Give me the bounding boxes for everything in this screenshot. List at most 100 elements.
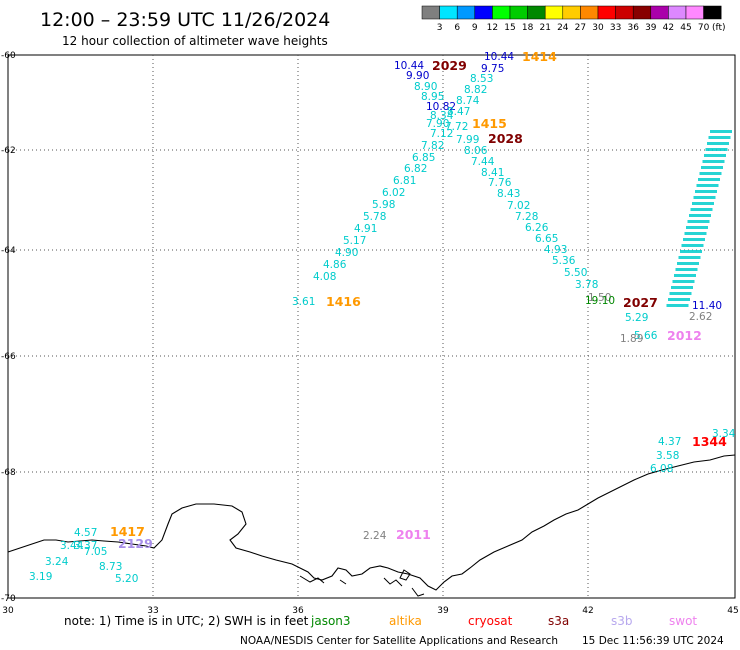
wave-track-dense-mark — [689, 214, 711, 217]
x-tick-label: 42 — [582, 606, 593, 616]
colorbar-swatch — [632, 5, 652, 20]
wave-height-value: 2.62 — [689, 311, 712, 323]
wave-height-value: 6.02 — [382, 187, 405, 199]
wave-height-value: 4.08 — [313, 271, 336, 283]
orbit-label: 2029 — [432, 58, 467, 73]
wave-height-value: 2.24 — [363, 530, 387, 542]
satellite-legend-item: s3b — [611, 614, 633, 628]
wave-height-labels: 10.449.908.908.9510.828.347.907.127.826.… — [29, 51, 736, 585]
colorbar-swatch — [685, 5, 704, 20]
credit-line: NOAA/NESDIS Center for Satellite Applica… — [240, 635, 558, 647]
colorbar-label: 21 — [539, 23, 550, 33]
wave-height-value: 4.93 — [544, 244, 567, 256]
y-tick-label: -64 — [1, 246, 16, 256]
wave-track-dense-mark — [708, 136, 731, 139]
footer-note: note: 1) Time is in UTC; 2) SWH is in fe… — [64, 614, 309, 628]
colorbar-legend: 3 6 9 12 15 18 21 24 27 30 33 36 39 42 45 70 — [421, 5, 722, 33]
wave-height-value: 8.90 — [414, 81, 437, 93]
wave-height-value: 7.44 — [471, 156, 495, 168]
colorbar-swatch — [562, 5, 581, 20]
wave-track-dense-mark — [678, 256, 701, 259]
wave-height-value: 9.90 — [406, 70, 429, 82]
wave-track-dense-mark — [690, 208, 713, 211]
wave-height-value: 7.28 — [515, 211, 538, 223]
wave-height-value: 5.78 — [363, 211, 386, 223]
x-tick-label: 33 — [147, 606, 158, 616]
y-tick-label: -70 — [1, 594, 16, 604]
x-tick-label: 45 — [727, 606, 738, 616]
wave-track-dense-mark — [696, 184, 719, 187]
wave-height-value: 7.82 — [421, 140, 444, 152]
wave-height-value: 5.36 — [552, 255, 576, 267]
y-tick-label: -68 — [1, 468, 16, 478]
wave-height-value: 4.91 — [354, 223, 377, 235]
colorbar-swatch — [650, 5, 669, 20]
orbit-label: 2012 — [667, 328, 702, 343]
wave-track-dense-mark — [692, 202, 714, 205]
wave-track-dense-mark — [677, 262, 699, 265]
colorbar-label: 39 — [645, 23, 657, 33]
wave-height-value: 8.74 — [456, 95, 480, 107]
orbit-label: 1414 — [522, 49, 557, 64]
wave-track-dense-mark — [668, 298, 690, 301]
wave-height-value: 8.47 — [447, 106, 470, 118]
wave-height-value: 8.53 — [470, 73, 493, 85]
wave-height-value: 7.05 — [84, 546, 107, 558]
colorbar-label: 42 — [663, 23, 674, 33]
wave-track-dense-mark — [684, 232, 707, 235]
orbit-label: 2129 — [118, 536, 153, 551]
colorbar-label: 30 — [592, 23, 604, 33]
wave-height-value: 6.65 — [535, 233, 558, 245]
wave-height-value: 11.40 — [692, 300, 722, 312]
wave-height-value: 7.90 — [426, 118, 449, 130]
wave-height-value: 5.50 — [564, 267, 587, 279]
y-tick-label: -62 — [1, 146, 16, 156]
wave-height-value: 10.44 — [394, 60, 424, 72]
wave-track-dense-mark — [701, 166, 723, 169]
wave-height-value: 6.81 — [393, 175, 416, 187]
map-subtitle: 12 hour collection of altimeter wave hei… — [62, 34, 328, 48]
wave-track-dense-mark — [674, 274, 696, 277]
colorbar-label: 45 — [680, 23, 691, 33]
wave-height-value: 7.76 — [488, 177, 512, 189]
colorbar-swatch — [456, 5, 476, 20]
x-tick-label: 30 — [2, 606, 14, 616]
colorbar-swatch — [615, 5, 634, 20]
satellite-legend-item: cryosat — [468, 614, 513, 628]
wave-height-value: 3.37 — [74, 540, 97, 552]
colorbar-swatch — [580, 5, 599, 20]
wave-height-value: 3.58 — [656, 450, 679, 462]
colorbar-swatch — [474, 5, 493, 20]
colorbar-label: 18 — [522, 23, 534, 33]
orbit-label: 1416 — [326, 294, 361, 309]
wave-height-value: 5.98 — [372, 199, 395, 211]
colorbar-unit: (ft) — [712, 23, 726, 33]
wave-height-value: 6.85 — [412, 152, 435, 164]
wave-height-value: 7.12 — [430, 128, 453, 140]
wave-height-value: 3.34 — [712, 428, 736, 440]
wave-height-value: 3.24 — [45, 556, 69, 568]
wave-height-value: 6.82 — [404, 163, 427, 175]
y-tick-label: -60 — [1, 51, 16, 61]
wave-height-value: 1.89 — [620, 333, 643, 345]
colorbar-label: 36 — [627, 23, 639, 33]
wave-height-value: 6.08 — [650, 463, 673, 475]
wave-height-value: 3.78 — [575, 279, 598, 291]
x-tick-label: 39 — [437, 606, 449, 616]
y-tick-label: -66 — [1, 352, 16, 362]
wave-track-dense-mark — [680, 250, 702, 253]
wave-track-dense-mark — [675, 268, 698, 271]
x-tick-label: 36 — [292, 606, 304, 616]
coastline — [7, 454, 736, 591]
orbit-label: 1415 — [472, 116, 507, 131]
colorbar-label: 33 — [610, 23, 621, 33]
satellite-legend: jason3 altika cryosat s3a s3b swot — [310, 614, 697, 628]
wave-track-dense-mark — [683, 238, 705, 241]
satellite-legend-item: s3a — [548, 614, 569, 628]
wave-track-dense-mark — [686, 226, 708, 229]
wave-track-dense-mark — [687, 220, 710, 223]
colorbar-label: 9 — [472, 23, 478, 33]
wave-height-value: 9.75 — [481, 63, 504, 75]
orbit-label: 2027 — [623, 295, 658, 310]
